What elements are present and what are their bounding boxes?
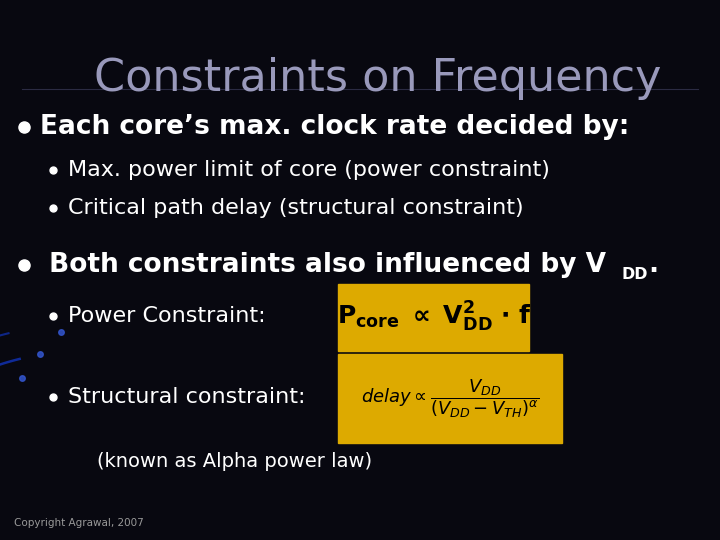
Text: Each core’s max. clock rate decided by:: Each core’s max. clock rate decided by: [40, 114, 629, 140]
Text: Critical path delay (structural constraint): Critical path delay (structural constrai… [68, 198, 524, 218]
Text: (known as Alpha power law): (known as Alpha power law) [97, 452, 372, 471]
Text: $\mathit{delay} \propto \dfrac{V_{DD}}{(V_{DD}-V_{TH})^{\alpha}}$: $\mathit{delay} \propto \dfrac{V_{DD}}{(… [361, 377, 539, 420]
Text: Max. power limit of core (power constraint): Max. power limit of core (power constrai… [68, 160, 550, 180]
Text: $\mathbf{P}_{\mathbf{core}}\ \mathbf{\propto}\ \mathbf{V}_{\mathbf{DD}}^{\mathbf: $\mathbf{P}_{\mathbf{core}}\ \mathbf{\pr… [337, 300, 531, 334]
FancyBboxPatch shape [338, 354, 562, 443]
Text: Copyright Agrawal, 2007: Copyright Agrawal, 2007 [14, 518, 144, 528]
Text: DD: DD [621, 267, 648, 282]
Text: Both constraints also influenced by V: Both constraints also influenced by V [40, 252, 606, 278]
Text: Structural constraint:: Structural constraint: [68, 387, 306, 407]
Text: Power Constraint:: Power Constraint: [68, 306, 266, 326]
Text: Constraints on Frequency: Constraints on Frequency [94, 57, 661, 100]
FancyBboxPatch shape [338, 284, 529, 351]
Text: .: . [649, 252, 659, 278]
